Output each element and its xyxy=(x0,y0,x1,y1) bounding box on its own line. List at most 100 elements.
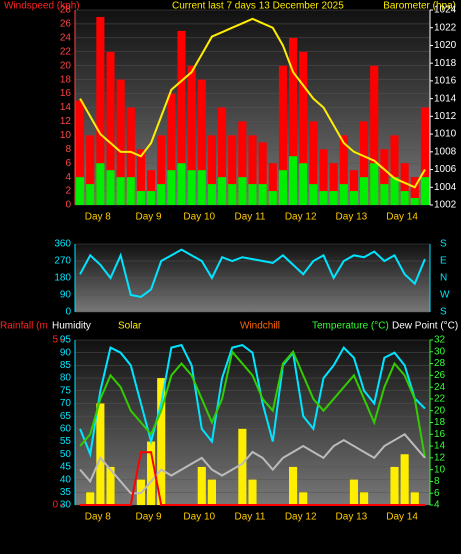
bar xyxy=(360,121,369,205)
y2-tick-label: 24 xyxy=(434,382,446,393)
bar xyxy=(177,163,186,205)
bar xyxy=(126,177,135,205)
x-tick-label: Day 9 xyxy=(135,512,162,523)
y-label: Humidity xyxy=(52,321,91,332)
y-tick-label: 90 xyxy=(60,290,72,301)
y2-tick-label: 1002 xyxy=(434,200,457,211)
compass-label: W xyxy=(440,290,450,301)
y-tick-label: 20 xyxy=(60,60,72,71)
bar xyxy=(238,428,247,505)
bar xyxy=(228,184,237,205)
compass-label: S xyxy=(440,307,447,318)
y-tick-label: 70 xyxy=(60,398,72,409)
bar xyxy=(360,177,369,205)
bar xyxy=(390,177,399,205)
y-tick-label: 8 xyxy=(65,144,71,155)
bar xyxy=(258,184,267,205)
y2-tick-label: 30 xyxy=(434,346,446,357)
y2-tick-label: 1020 xyxy=(434,40,457,51)
bar xyxy=(96,403,105,505)
bar xyxy=(86,135,95,205)
bar xyxy=(187,65,196,205)
y2-tick-label: 8 xyxy=(434,476,440,487)
bar xyxy=(278,170,287,205)
series-line xyxy=(79,248,426,298)
y2-label: Temperature (°C) xyxy=(312,321,389,332)
bar xyxy=(167,170,176,205)
compass-label: E xyxy=(440,256,447,267)
chart-title: Current last 7 days 13 December 2025 xyxy=(172,1,344,12)
bar xyxy=(106,51,115,206)
bar xyxy=(380,184,389,205)
x-tick-label: Day 14 xyxy=(386,512,418,523)
bar xyxy=(238,177,247,205)
x-tick-label: Day 9 xyxy=(135,212,162,223)
y2-tick-label: 20 xyxy=(434,405,446,416)
y-tick-label: 30 xyxy=(60,500,72,511)
y2-tick-label: 12 xyxy=(434,452,446,463)
y-tick-label: 16 xyxy=(60,88,72,99)
y-tick-label: 60 xyxy=(60,423,72,434)
bar xyxy=(96,163,105,205)
y-tick-label: 360 xyxy=(54,239,71,250)
y2-tick-label: 1010 xyxy=(434,129,457,140)
bar xyxy=(410,492,419,505)
y-tick-label: 22 xyxy=(60,46,72,57)
bar xyxy=(400,191,409,205)
bar xyxy=(420,177,429,205)
bar xyxy=(349,191,358,205)
bar xyxy=(309,121,318,205)
y-tick-label: 90 xyxy=(60,347,72,358)
bar xyxy=(157,135,166,205)
bar xyxy=(157,184,166,205)
bar xyxy=(218,177,227,205)
y-tick-label: 80 xyxy=(60,373,72,384)
bar xyxy=(228,135,237,205)
y-tick-label: 0 xyxy=(65,200,71,211)
y-label: Windspeed (kph) xyxy=(4,1,80,12)
bar xyxy=(400,454,409,505)
bar xyxy=(390,466,399,505)
y-tick-label: 6 xyxy=(65,158,71,169)
y-tick-label: 18 xyxy=(60,74,72,85)
y3-tick-label: 5 xyxy=(52,335,58,346)
bar xyxy=(349,170,358,205)
y-tick-label: 270 xyxy=(54,256,71,267)
series-line xyxy=(79,433,426,495)
bar xyxy=(360,492,369,505)
bar xyxy=(197,466,206,505)
x-tick-label: Day 12 xyxy=(285,212,317,223)
bar xyxy=(309,184,318,205)
y2-tick-label: 1022 xyxy=(434,22,457,33)
x-tick-label: Day 11 xyxy=(234,512,265,523)
bar xyxy=(86,184,95,205)
legend-label: Solar xyxy=(118,321,142,332)
bar xyxy=(380,149,389,205)
bar xyxy=(207,184,216,205)
bar xyxy=(410,198,419,205)
y-tick-label: 75 xyxy=(60,385,72,396)
y-tick-label: 65 xyxy=(60,411,72,422)
bar xyxy=(106,170,115,205)
bar xyxy=(299,51,308,206)
x-tick-label: Day 10 xyxy=(183,212,215,223)
y-tick-label: 14 xyxy=(60,102,72,113)
bar xyxy=(278,65,287,205)
y2-tick-label: 1016 xyxy=(434,76,457,87)
bar xyxy=(248,135,257,205)
x-tick-label: Day 8 xyxy=(85,212,112,223)
bar xyxy=(147,170,156,205)
y2-tick-label: 18 xyxy=(434,417,446,428)
bar xyxy=(319,191,328,205)
y-tick-label: 28 xyxy=(60,5,72,16)
legend-label: Dew Point (°C) xyxy=(392,321,458,332)
y2-tick-label: 32 xyxy=(434,335,446,346)
bar xyxy=(349,479,358,505)
y-tick-label: 4 xyxy=(65,172,71,183)
bar xyxy=(218,107,227,205)
bar xyxy=(147,441,156,505)
y2-tick-label: 16 xyxy=(434,429,446,440)
bar xyxy=(289,466,298,505)
y2-tick-label: 1008 xyxy=(434,146,457,157)
